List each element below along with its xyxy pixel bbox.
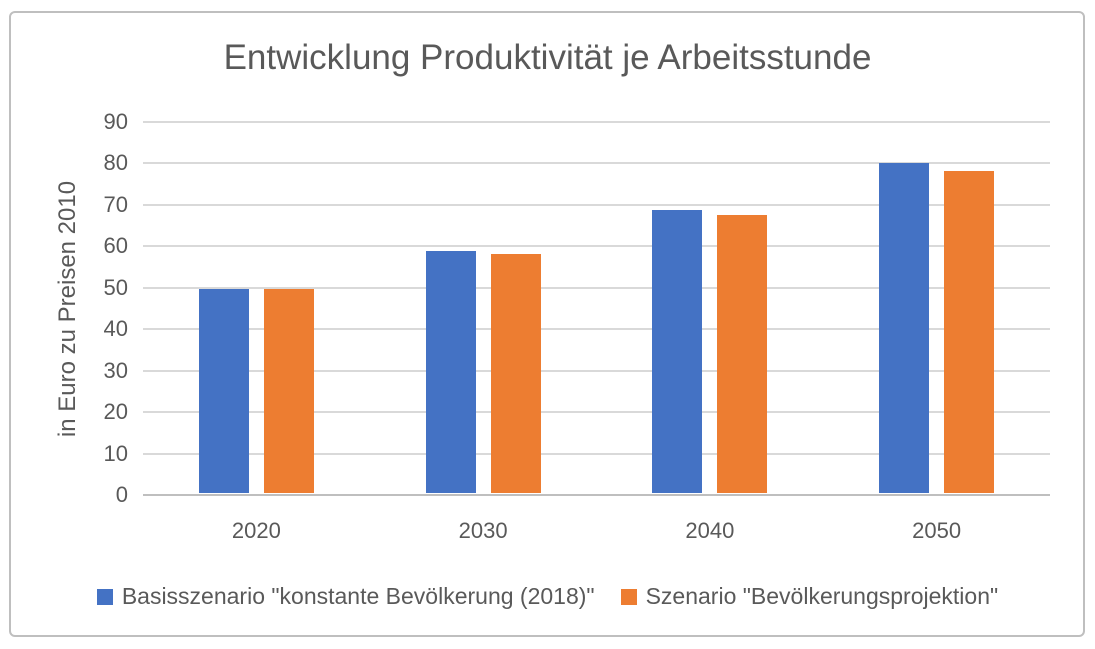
bar-series-1-2020 — [198, 289, 249, 493]
bar-series-2-2050 — [944, 171, 995, 493]
x-tick-label: 2040 — [685, 518, 735, 543]
bar-series-2-2030 — [490, 254, 541, 493]
legend-swatch-icon — [620, 588, 637, 605]
gridline — [143, 369, 1050, 372]
gridline — [143, 452, 1050, 455]
gridline — [143, 203, 1050, 206]
bar-series-1-2030 — [425, 251, 476, 493]
y-tick-label: 40 — [103, 316, 128, 342]
y-tick-label: 80 — [103, 150, 128, 176]
x-tick-label: 2020 — [231, 518, 281, 543]
legend: Basisszenario "konstante Bevölkerung (20… — [0, 583, 1095, 610]
bar-series-1-2040 — [652, 210, 703, 493]
bar-series-2-2040 — [717, 214, 768, 493]
plot-area — [143, 121, 1050, 496]
legend-swatch-icon — [96, 588, 113, 605]
x-tick-label: 2050 — [912, 518, 962, 543]
y-tick-label: 10 — [103, 440, 128, 466]
y-tick-label: 20 — [103, 399, 128, 425]
y-tick-label: 70 — [103, 191, 128, 217]
gridline — [143, 162, 1050, 165]
x-axis-line — [143, 494, 1050, 496]
gridline — [143, 121, 1050, 123]
bar-series-1-2050 — [879, 163, 930, 493]
x-tick-label: 2030 — [458, 518, 508, 543]
gridline — [143, 328, 1050, 331]
legend-label: Szenario "Bevölkerungsprojektion" — [645, 583, 999, 609]
y-tick-label: 30 — [103, 357, 128, 383]
chart-title: Entwicklung Produktivität je Arbeitsstun… — [223, 38, 872, 77]
y-tick-label: 50 — [103, 274, 128, 300]
legend-item-series-1: Basisszenario "konstante Bevölkerung (20… — [96, 583, 595, 610]
y-tick-label: 60 — [103, 233, 128, 259]
y-tick-label: 90 — [103, 109, 128, 134]
bar-series-2-2020 — [263, 289, 314, 493]
legend-label: Basisszenario "konstante Bevölkerung (20… — [121, 583, 595, 609]
gridline — [143, 245, 1050, 248]
legend-item-series-2: Szenario "Bevölkerungsprojektion" — [620, 583, 999, 610]
gridline — [143, 411, 1050, 414]
y-tick-label: 0 — [115, 482, 128, 507]
gridline — [143, 286, 1050, 289]
